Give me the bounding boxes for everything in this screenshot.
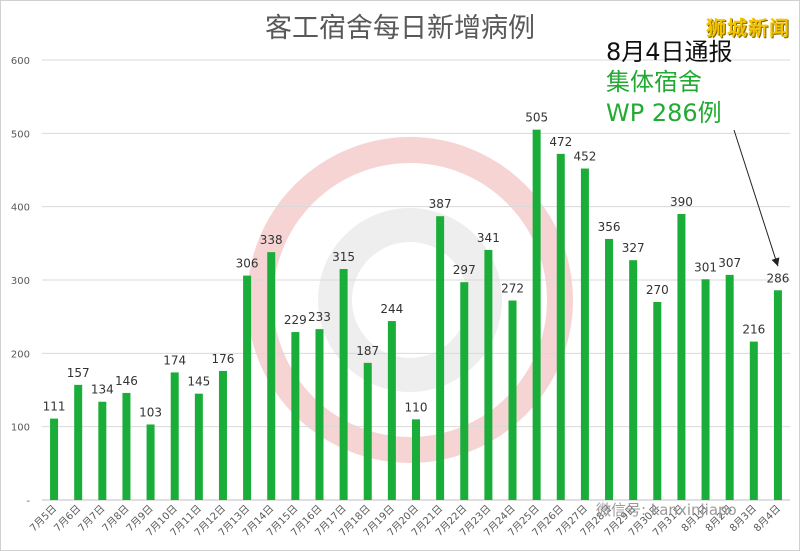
y-tick-label: - [26, 496, 30, 507]
bar [412, 419, 420, 500]
bar [387, 321, 396, 500]
data-label: 233 [308, 310, 331, 324]
data-label: 452 [573, 150, 596, 164]
annotation-date: 8月4日通报 [606, 38, 733, 66]
annotation-category: 集体宿舍 [606, 68, 702, 96]
bar [291, 332, 300, 500]
data-label: 216 [742, 323, 765, 337]
data-label: 301 [694, 260, 717, 274]
bar [74, 384, 83, 500]
bar [98, 401, 107, 500]
data-label: 111 [43, 400, 66, 414]
bar [363, 362, 372, 500]
bar [701, 279, 710, 500]
data-label: 229 [284, 313, 307, 327]
data-label: 505 [525, 111, 548, 125]
data-label: 270 [646, 283, 669, 297]
bar [629, 260, 638, 500]
data-label: 390 [670, 195, 693, 209]
bar [194, 393, 203, 500]
bar [653, 302, 662, 500]
data-label: 244 [380, 302, 403, 316]
data-label: 341 [477, 231, 500, 245]
annotation-count: WP 286例 [606, 99, 722, 127]
data-label: 327 [622, 241, 645, 255]
data-label: 272 [501, 282, 524, 296]
chart-title: 客工宿舍每日新增病例 [265, 13, 535, 44]
data-label: 356 [598, 220, 621, 234]
y-tick-label: 500 [11, 129, 30, 140]
bar [146, 424, 155, 500]
bar [605, 238, 614, 500]
bar [556, 153, 565, 500]
data-label: 176 [212, 352, 235, 366]
bar [773, 290, 782, 500]
annotation-arrow-head [771, 257, 780, 267]
wechat-watermark: 微信号: kanxinjiapo [596, 501, 737, 519]
data-label: 157 [67, 366, 90, 380]
data-label: 110 [405, 400, 428, 414]
y-tick-label: 400 [11, 203, 30, 214]
data-label: 306 [236, 257, 259, 271]
data-label: 174 [163, 353, 186, 367]
data-label: 307 [718, 256, 741, 270]
brand-logo: 狮城新闻 [706, 16, 790, 40]
data-label: 286 [766, 271, 789, 285]
data-label: 387 [429, 197, 452, 211]
y-tick-label: 200 [11, 349, 30, 360]
x-tick-label: 8月4日 [751, 503, 783, 535]
data-label: 187 [356, 344, 379, 358]
data-label: 134 [91, 383, 114, 397]
data-label: 472 [549, 135, 572, 149]
bar [749, 341, 758, 500]
y-tick-label: 100 [11, 423, 30, 434]
bar [677, 214, 686, 500]
y-tick-label: 300 [11, 276, 30, 287]
bar [122, 392, 131, 500]
bar [339, 269, 348, 500]
bar [267, 252, 276, 500]
bar [508, 300, 517, 500]
data-label: 146 [115, 374, 138, 388]
bar [170, 372, 179, 500]
bar [218, 370, 227, 500]
bar [532, 129, 541, 500]
bar [725, 274, 734, 500]
data-label: 315 [332, 250, 355, 264]
annotation-arrow-line [733, 129, 779, 267]
bar [315, 329, 324, 500]
y-tick-label: 600 [11, 56, 30, 67]
bar [436, 216, 445, 500]
bar [580, 168, 589, 501]
data-label: 297 [453, 263, 476, 277]
bar [243, 275, 252, 500]
data-label: 338 [260, 233, 283, 247]
data-label: 145 [187, 375, 210, 389]
bar [50, 418, 59, 500]
bar [460, 282, 469, 500]
bar [484, 249, 493, 500]
data-label: 103 [139, 405, 162, 419]
